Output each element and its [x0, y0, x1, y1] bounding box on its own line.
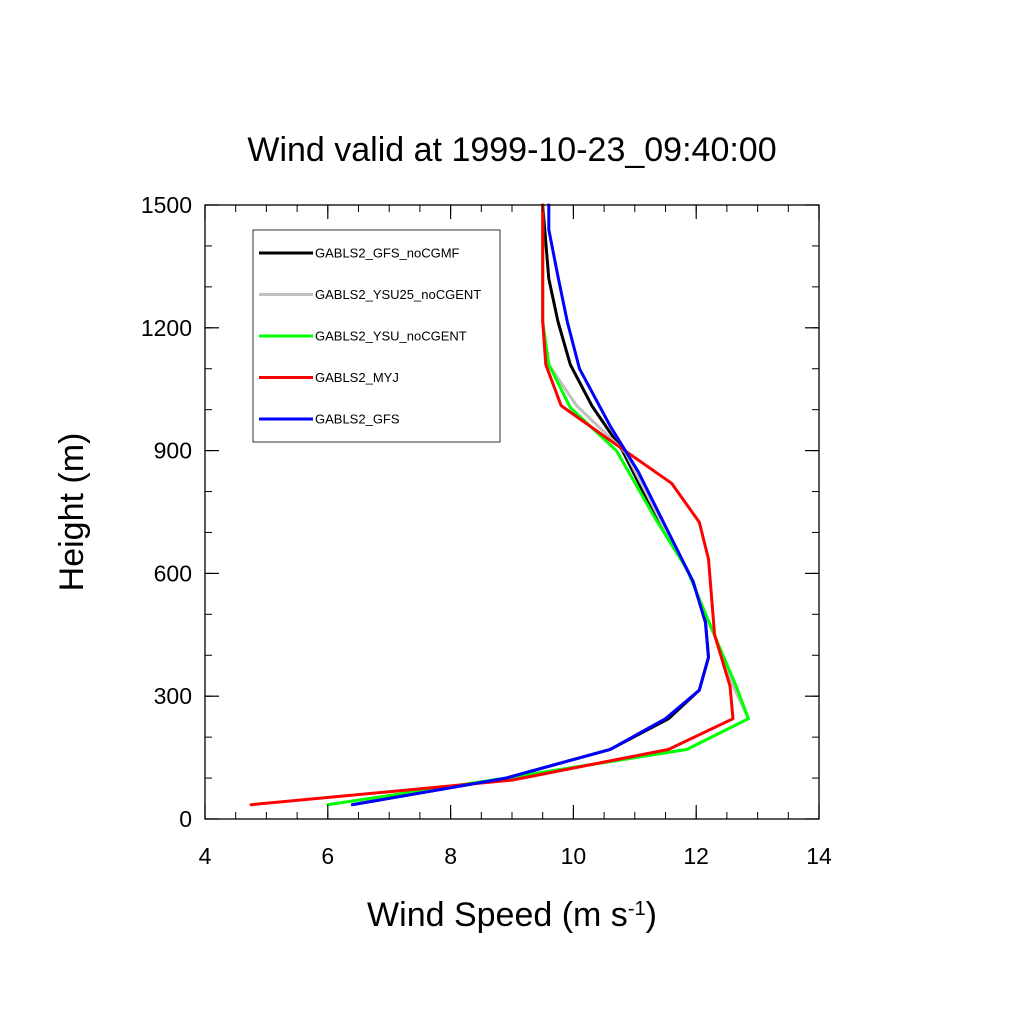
legend-label-3: GABLS2_MYJ [315, 370, 399, 385]
tick-layer: 4 6 8 10 12 14 0 300 600 900 1200 1500 [141, 192, 832, 869]
x-axis-label: Wind Speed (m s-1) [367, 896, 657, 934]
x-tick-label: 14 [806, 843, 832, 869]
x-axis-label-close: ) [646, 896, 657, 934]
x-tick-label: 10 [561, 843, 587, 869]
series-line-3 [249, 203, 735, 807]
x-tick-label: 6 [321, 843, 334, 869]
legend: GABLS2_GFS_noCGMF GABLS2_YSU25_noCGENT GAB… [252, 229, 501, 443]
y-tick-label: 0 [179, 806, 192, 832]
legend-label-4: GABLS2_GFS [315, 412, 400, 427]
y-tick-label: 300 [154, 683, 192, 709]
series-layer [249, 203, 750, 807]
y-tick-label: 900 [154, 438, 192, 464]
y-tick-label: 1200 [141, 315, 192, 341]
legend-label-0: GABLS2_GFS_noCGMF [315, 246, 460, 261]
x-tick-label: 4 [199, 843, 212, 869]
chart-title: Wind valid at 1999-10-23_09:40:00 [247, 131, 776, 169]
legend-label-1: GABLS2_YSU25_noCGENT [315, 287, 481, 302]
legend-label-2: GABLS2_YSU_noCGENT [315, 329, 467, 344]
x-axis-label-main: Wind Speed (m s [367, 896, 628, 934]
y-tick-label: 1500 [141, 192, 192, 218]
y-axis-label: Height (m) [53, 433, 91, 592]
y-tick-label: 600 [154, 560, 192, 586]
x-tick-label: 8 [444, 843, 457, 869]
series-line-4 [350, 203, 710, 807]
x-tick-label: 12 [683, 843, 709, 869]
x-axis-label-exponent: -1 [628, 898, 646, 920]
